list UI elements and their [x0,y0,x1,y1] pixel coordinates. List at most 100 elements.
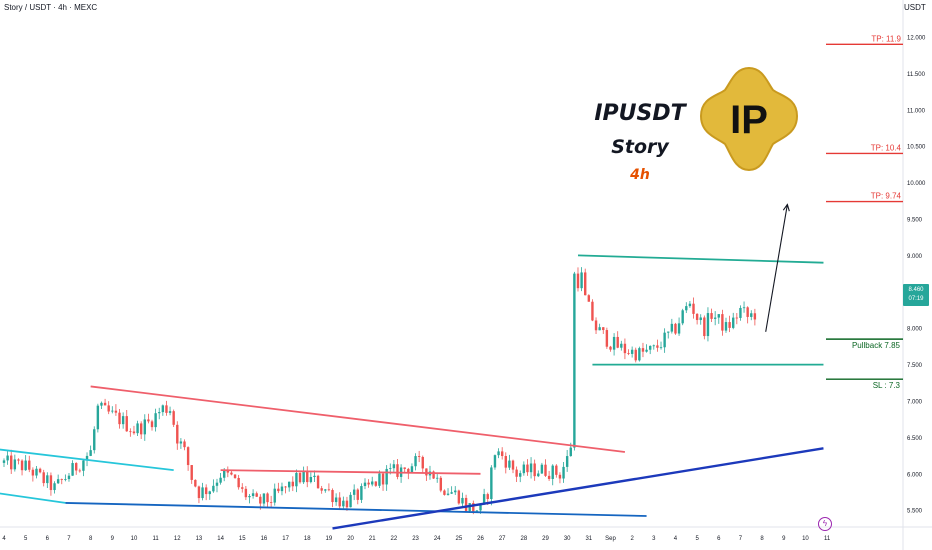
candle-body [493,455,497,468]
candle-body [641,348,645,352]
time-tick-label: 7 [739,536,743,542]
candle-body [114,410,118,413]
candle-body [201,487,204,499]
candle-body [685,306,688,311]
candle-body [212,485,215,492]
candle-body [100,402,103,406]
candle-body [313,475,316,478]
candle-body [20,460,24,471]
time-tick-label: 30 [564,536,571,542]
channel-top-line [577,254,824,264]
candle-body [356,489,359,500]
candle-body [519,473,522,477]
candle-body [544,464,547,476]
candle-body [2,460,6,463]
price-tick-label: 11.000 [907,108,926,114]
candle-body [38,468,42,473]
time-tick-label: 8 [89,536,93,542]
candle-body [78,470,82,472]
price-tick-label: 6.000 [907,472,923,478]
time-tick-label: 2 [630,536,634,542]
candle-body [85,455,89,461]
candle-body [118,412,121,425]
candle-body [96,405,100,430]
candle-body [630,349,634,354]
time-tick-label: 9 [782,536,786,542]
candle-body [179,441,183,444]
candle-body [486,494,489,500]
time-tick-label: 13 [196,536,203,542]
candle-body [67,475,71,480]
candle-body [129,431,132,433]
candle-body [136,423,139,434]
candle-body [605,330,609,347]
candle-body [497,451,500,456]
candle-body [616,336,619,348]
candle-body [461,497,464,504]
candle-body [262,493,266,504]
last-price-tag: 8.460 07:19 [903,284,929,306]
logo-text: IP [730,98,768,142]
candle-body [446,493,450,495]
time-tick-label: 24 [434,536,441,542]
candle-body [374,481,378,486]
event-lightning-icon[interactable]: ϟ [818,517,832,531]
time-tick-label: 16 [261,536,268,542]
candle-body [363,482,367,487]
sl-level-label: SL : 7.3 [873,381,901,390]
candle-body [306,471,309,483]
candle-body [93,429,96,451]
candle-body [204,487,208,495]
candle-body [389,468,392,470]
candle-body [439,477,443,491]
candle-body [504,456,507,468]
candle-body [392,464,396,469]
projection-arrow-head [782,203,790,212]
candle-body [223,469,226,478]
support-blue-line [65,502,647,517]
candle-body [219,477,222,483]
candle-body [450,492,453,494]
candle-body [53,483,56,491]
candle-body [587,295,591,302]
candle-body [226,469,230,473]
candle-body [324,489,327,491]
tp2-level-label: TP: 10.4 [871,143,902,152]
candle-body [132,431,136,434]
candle-body [111,410,114,412]
candle-body [381,473,385,485]
candle-body [681,310,684,324]
price-tick-label: 11.500 [907,72,926,78]
candle-body [56,479,60,484]
candle-body [298,472,302,483]
candle-body [291,481,294,487]
candle-body [652,345,655,347]
candle-body [248,496,251,498]
candle-body [273,488,276,503]
timeframe-label: 4h [630,167,650,183]
candle-body [186,447,190,466]
candle-body [609,346,612,350]
candle-body [233,474,237,478]
last-price-value: 8.460 [908,287,924,293]
candle-body [194,479,197,487]
candle-body [602,327,605,331]
candle-body [345,500,349,508]
candle-body [703,317,706,337]
candle-body [158,412,161,414]
candle-body [295,472,298,487]
price-tick-label: 10.000 [907,181,926,187]
candle-body [634,349,637,361]
candle-body [255,493,258,497]
time-tick-label: 4 [2,536,6,542]
candle-body [251,493,255,497]
time-tick-label: 23 [412,536,419,542]
time-tick-label: 11 [153,536,160,542]
price-tick-label: 10.500 [907,145,926,151]
candle-body [594,320,598,331]
time-tick-label: 8 [760,536,764,542]
price-tick-label: 7.500 [907,363,923,369]
candle-body [349,494,352,508]
currency-label: USDT [904,3,926,12]
candle-body [753,313,757,320]
